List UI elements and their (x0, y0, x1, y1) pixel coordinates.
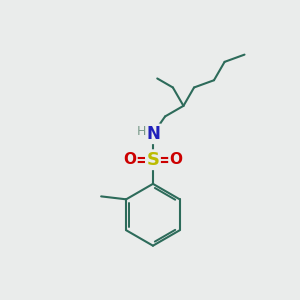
Text: H: H (137, 125, 146, 138)
Text: O: O (124, 152, 136, 167)
Text: N: N (146, 125, 160, 143)
Text: O: O (169, 152, 182, 167)
Text: S: S (146, 151, 159, 169)
